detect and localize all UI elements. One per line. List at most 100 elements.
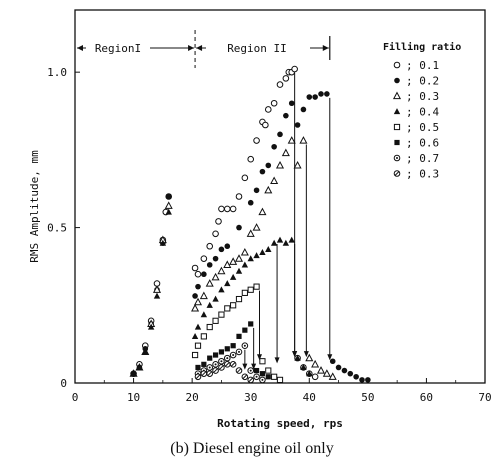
data-point bbox=[265, 162, 272, 169]
data-point bbox=[195, 283, 201, 290]
data-point bbox=[206, 364, 214, 371]
x-tick-label: 50 bbox=[361, 391, 374, 404]
legend-marker bbox=[392, 91, 402, 100]
region1-arrow-right-head bbox=[188, 45, 195, 51]
data-point bbox=[262, 121, 269, 129]
data-point bbox=[259, 371, 266, 377]
data-point bbox=[217, 266, 226, 275]
data-point bbox=[201, 361, 207, 367]
data-point bbox=[194, 270, 202, 278]
data-point bbox=[206, 301, 213, 308]
data-point bbox=[152, 285, 162, 293]
data-point bbox=[270, 176, 279, 185]
data-point bbox=[218, 246, 225, 253]
data-point bbox=[195, 364, 201, 371]
data-point bbox=[271, 373, 278, 380]
x-tick-label: 30 bbox=[244, 391, 257, 404]
data-point bbox=[311, 359, 320, 368]
x-tick-label: 20 bbox=[186, 391, 199, 404]
data-point bbox=[247, 255, 254, 262]
data-points bbox=[129, 65, 371, 384]
data-point bbox=[235, 348, 243, 356]
data-point bbox=[205, 279, 214, 287]
jump-arrowhead bbox=[257, 354, 262, 361]
data-point bbox=[253, 373, 260, 381]
data-point bbox=[241, 174, 249, 182]
data-point bbox=[291, 65, 298, 73]
data-point bbox=[211, 272, 220, 281]
y-tick-label: 0.5 bbox=[47, 222, 67, 235]
data-point bbox=[194, 323, 202, 330]
data-point bbox=[215, 218, 222, 225]
data-point bbox=[275, 160, 285, 169]
data-point bbox=[229, 273, 237, 280]
jump-arrowhead bbox=[292, 351, 298, 358]
data-point bbox=[223, 354, 231, 362]
data-point bbox=[288, 236, 295, 243]
data-point bbox=[322, 369, 331, 377]
data-point bbox=[229, 361, 237, 368]
data-point bbox=[212, 295, 219, 302]
data-point bbox=[193, 297, 203, 306]
data-point bbox=[200, 333, 207, 340]
data-point bbox=[153, 292, 161, 299]
data-point bbox=[318, 91, 324, 97]
data-point bbox=[241, 289, 248, 296]
data-point bbox=[306, 370, 313, 377]
data-point bbox=[191, 351, 199, 359]
data-point bbox=[241, 261, 249, 268]
y-axis-label: RMS Amplitude, mm bbox=[28, 150, 41, 263]
data-point bbox=[223, 361, 231, 368]
data-point bbox=[316, 366, 326, 374]
data-point bbox=[229, 351, 237, 359]
data-point bbox=[353, 373, 359, 380]
data-point bbox=[264, 185, 273, 194]
data-point bbox=[347, 370, 354, 377]
data-point bbox=[335, 364, 342, 371]
data-point bbox=[283, 112, 289, 119]
data-point bbox=[201, 271, 207, 278]
data-point bbox=[300, 106, 307, 113]
data-point bbox=[288, 100, 295, 107]
data-point bbox=[212, 255, 219, 262]
data-point bbox=[218, 286, 225, 293]
data-point bbox=[270, 99, 278, 107]
data-point bbox=[218, 311, 225, 318]
data-point bbox=[191, 264, 199, 272]
data-point bbox=[229, 257, 238, 265]
data-point bbox=[306, 94, 313, 100]
data-point bbox=[223, 205, 231, 213]
data-point bbox=[230, 302, 237, 309]
data-point bbox=[234, 254, 244, 262]
data-point bbox=[199, 291, 208, 300]
legend: Filling ratio ; 0.1 ; 0.2 ; 0.3 ; 0.4 ; 0.5 ; … bbox=[383, 41, 461, 181]
data-point bbox=[241, 342, 249, 350]
legend-marker bbox=[393, 61, 401, 69]
data-point bbox=[164, 201, 173, 209]
legend-entry: ; 0.3 bbox=[406, 90, 439, 103]
data-point bbox=[130, 370, 137, 377]
data-point bbox=[247, 367, 255, 374]
region1-label: RegionI bbox=[95, 42, 141, 55]
data-point bbox=[212, 352, 219, 358]
data-point bbox=[270, 239, 278, 246]
data-point bbox=[259, 168, 266, 175]
data-point bbox=[299, 136, 308, 144]
data-point bbox=[281, 148, 290, 157]
data-point bbox=[253, 187, 260, 194]
data-point bbox=[359, 377, 365, 383]
data-point bbox=[218, 349, 225, 355]
data-point bbox=[236, 224, 242, 231]
data-point bbox=[277, 131, 283, 138]
data-point bbox=[247, 155, 255, 163]
legend-marker bbox=[393, 154, 401, 162]
data-point bbox=[206, 323, 213, 331]
data-point bbox=[294, 122, 301, 128]
data-point bbox=[328, 372, 337, 380]
figure-caption: (b) Diesel engine oil only bbox=[170, 440, 334, 457]
data-point bbox=[224, 243, 231, 250]
data-point bbox=[212, 367, 219, 374]
data-point bbox=[282, 239, 290, 246]
data-point bbox=[252, 223, 261, 231]
